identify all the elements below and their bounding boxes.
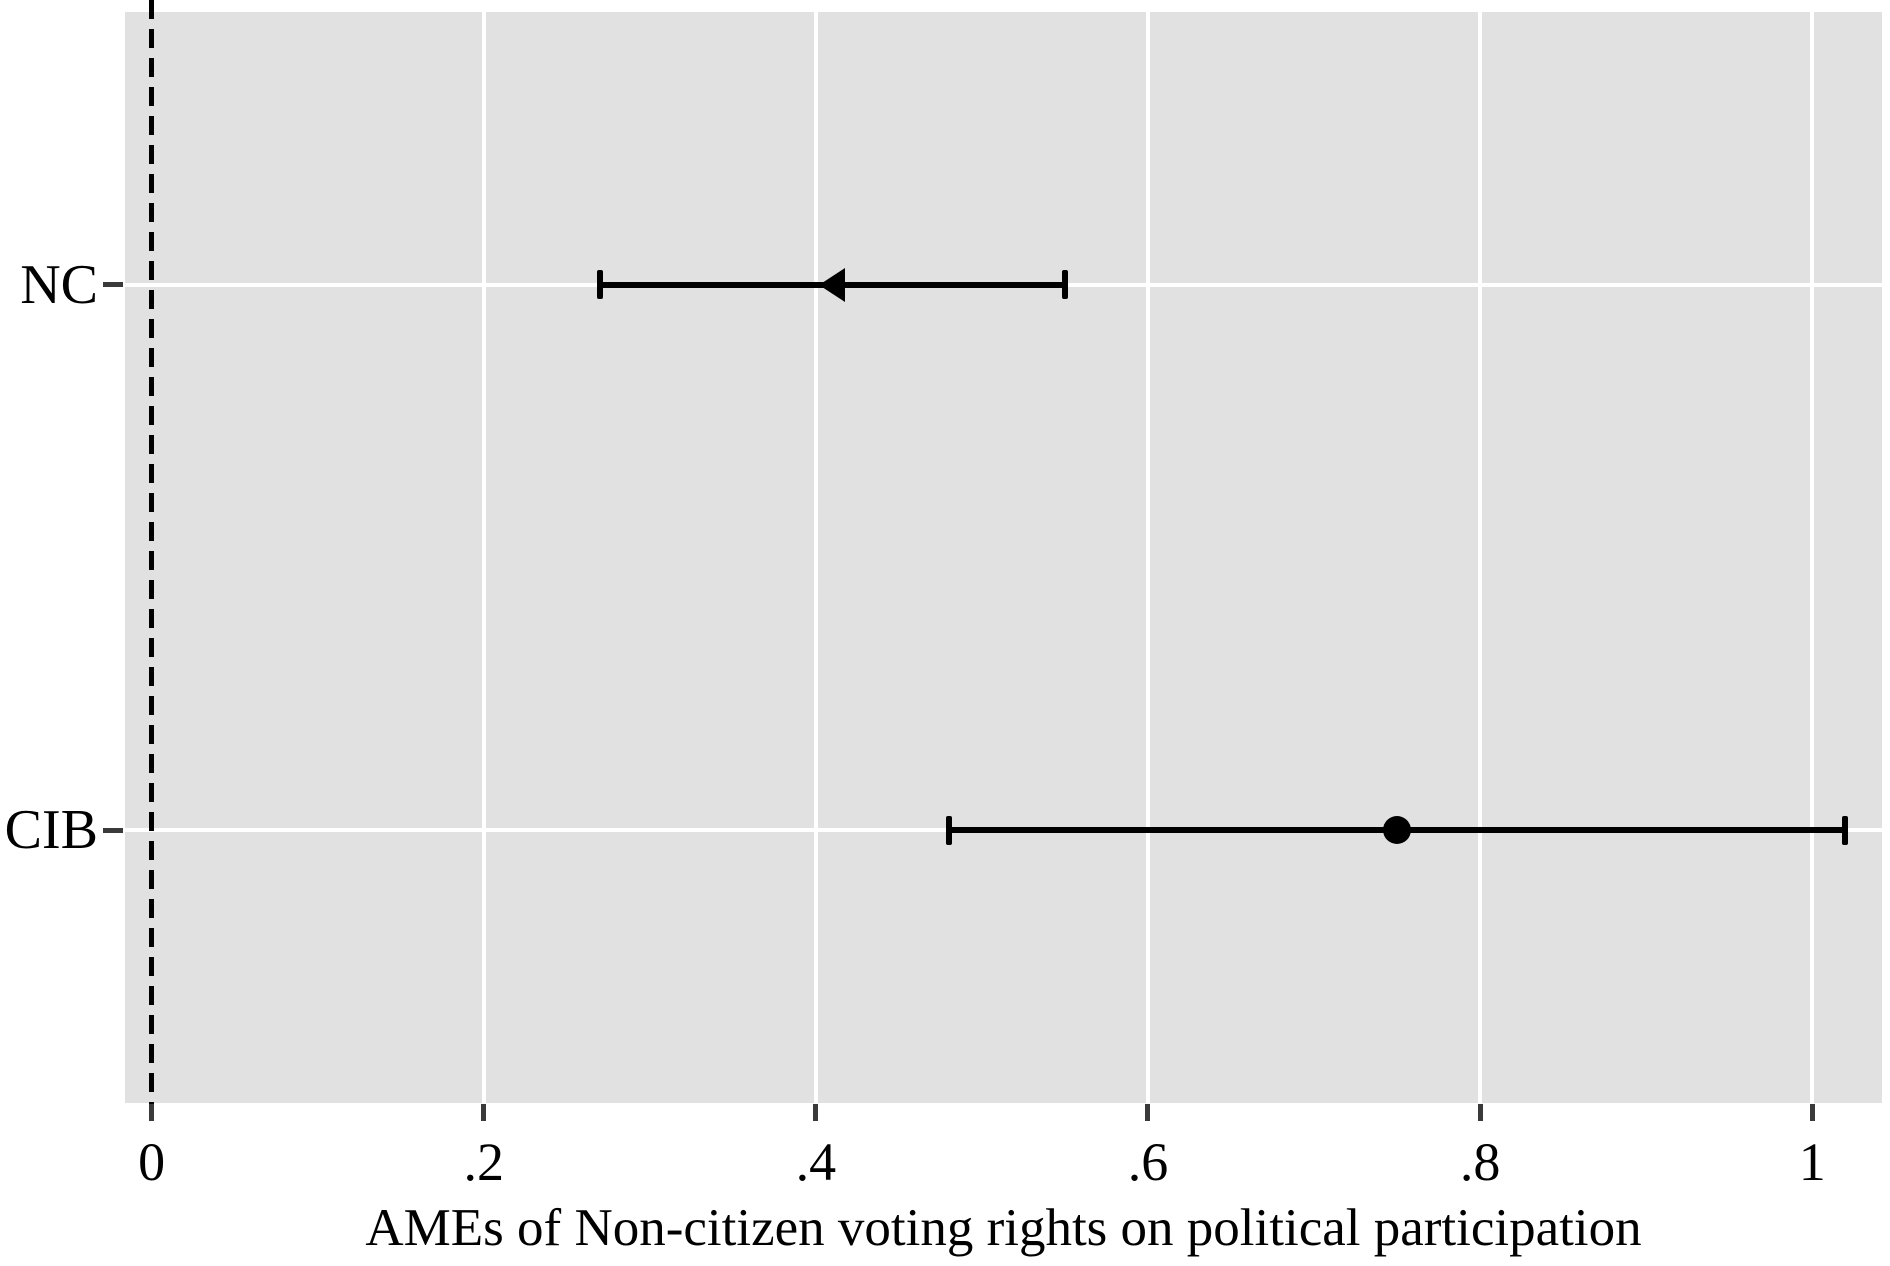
x-axis-tick (481, 1104, 487, 1121)
plot-area (125, 12, 1882, 1103)
x-axis-title: AMEs of Non-citizen voting rights on pol… (365, 1199, 1642, 1257)
x-axis-tick-label: 0 (138, 1132, 166, 1192)
zero-reference-line (149, 0, 155, 1122)
confidence-interval-cap-right (1061, 270, 1068, 300)
x-axis-tick-label: .8 (1459, 1132, 1501, 1192)
x-axis-tick-label: 1 (1798, 1132, 1826, 1192)
x-axis-tick (1477, 1104, 1483, 1121)
confidence-interval-cap-left (596, 270, 603, 300)
gridline-vertical (1478, 12, 1483, 1103)
y-axis-tick (103, 827, 123, 833)
y-axis-category-label: CIB (4, 799, 98, 862)
y-axis-tick (103, 282, 123, 288)
x-axis-tick (149, 1104, 155, 1121)
x-axis-tick-label: .2 (463, 1132, 504, 1192)
x-axis-tick (1809, 1104, 1815, 1121)
confidence-interval-cap-right (1842, 815, 1849, 845)
gridline-vertical (1810, 12, 1815, 1103)
x-axis-tick (1145, 1104, 1151, 1121)
gridline-vertical (813, 12, 818, 1103)
gridline-vertical (481, 12, 486, 1103)
point-estimate-circle-marker (1383, 816, 1412, 845)
x-axis-tick (813, 1104, 819, 1121)
y-axis-category-label: NC (20, 253, 98, 316)
x-axis-tick-label: .6 (1127, 1132, 1169, 1192)
confidence-interval-cap-left (945, 815, 952, 845)
gridline-vertical (1145, 12, 1150, 1103)
x-axis-tick-label: .4 (795, 1132, 837, 1192)
point-estimate-triangle-left-marker (819, 267, 846, 302)
